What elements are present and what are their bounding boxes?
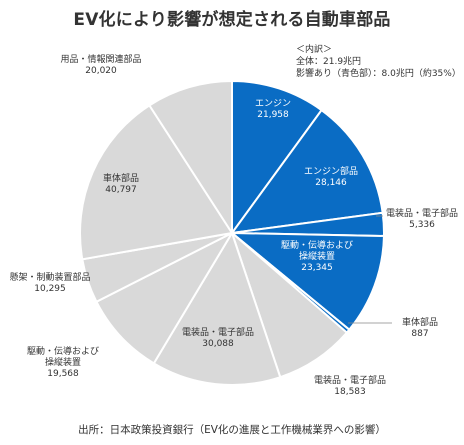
pie-slices [79, 79, 385, 386]
pie-slice [231, 79, 323, 237]
slice-label: 車体部品 [402, 316, 438, 328]
slice-value-label: 28,146 [315, 178, 347, 188]
pie-slice [152, 230, 282, 386]
slice-value-label: 887 [411, 329, 428, 339]
slice-value-label: 19,568 [47, 369, 79, 379]
slice-value-label: 5,336 [409, 220, 435, 230]
breakdown-note: ＜内訳＞ 全体：21.9兆円 影響あり（青色部）：8.0兆円（約35%） [296, 44, 461, 80]
breakdown-total: 全体：21.9兆円 [296, 57, 362, 67]
slice-label: 車体部品 [103, 172, 139, 184]
leader-lines [348, 215, 392, 324]
pie-slice [79, 104, 234, 261]
slice-label: 駆動・伝導および [27, 345, 99, 357]
slice-value-label: 10,295 [34, 284, 66, 294]
pie-slice [229, 231, 385, 332]
slice-label: エンジン部品 [304, 165, 358, 177]
slice-labels: エンジン21,958エンジン部品28,146電装品・電子部品5,336駆動・伝導… [9, 53, 458, 397]
source-note: 出所：日本政策投資銀行（EV化の進展と工作機械業界への影響） [78, 424, 386, 436]
breakdown-affected: 影響あり（青色部）：8.0兆円（約35%） [296, 69, 461, 79]
slice-label: エンジン [255, 99, 291, 109]
slice-label: 操縦装置 [45, 356, 81, 368]
slice-value-label: 40,797 [105, 185, 137, 195]
slice-label: 電装品・電子部品 [314, 374, 386, 386]
chart-title: EV化により影響が想定される自動車部品 [73, 10, 391, 30]
breakdown-heading: ＜内訳＞ [296, 45, 333, 55]
slice-label: 操縦装置 [299, 250, 335, 262]
slice-value-label: 21,958 [257, 110, 289, 120]
slice-value-label: 20,020 [85, 66, 117, 76]
slice-value-label: 23,345 [301, 263, 333, 273]
pie-slice [229, 108, 384, 235]
slice-value-label: 30,088 [202, 339, 234, 349]
pie-slice [95, 230, 235, 365]
pie-slice [148, 79, 233, 237]
slice-label: 駆動・伝導および [281, 239, 353, 251]
slice-label: 用品・情報関連部品 [60, 53, 141, 65]
slice-value-label: 18,583 [334, 387, 366, 397]
slice-label: 懸架・制動装置部品 [9, 271, 90, 283]
slice-label: 電装品・電子部品 [182, 326, 254, 338]
slice-label: 電装品・電子部品 [386, 207, 458, 219]
